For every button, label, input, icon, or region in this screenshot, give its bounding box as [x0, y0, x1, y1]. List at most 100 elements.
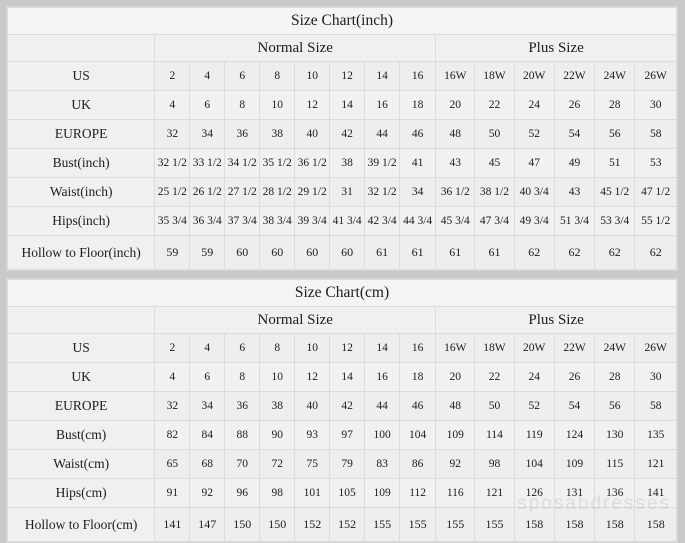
table-cell: 59	[154, 235, 191, 270]
table-cell: 24	[513, 90, 555, 120]
table-cell: 39 3/4	[294, 206, 331, 236]
table-cell: 61	[474, 235, 515, 270]
table-cell: 88	[224, 420, 261, 450]
table-cell: 46	[399, 391, 437, 421]
table-row: Bust(inch) 32 1/2 33 1/2 34 1/2 35 1/2 36 1/2…	[6, 148, 677, 178]
row-label: EUROPE	[6, 119, 156, 149]
table-cell: 2	[154, 61, 191, 91]
table-cell: 155	[474, 507, 515, 542]
size-table: Size Chart(inch) Normal Size Plus Size US 2 4…	[6, 7, 677, 270]
table-cell: 61	[399, 235, 437, 270]
table-cell: 116	[435, 478, 476, 508]
table-cell: 60	[224, 235, 261, 270]
table-cell: 36 1/2	[294, 148, 331, 178]
table-cell: 91	[154, 478, 191, 508]
table-cell: 32 1/2	[154, 148, 191, 178]
row-label: Waist(inch)	[6, 177, 156, 207]
table-cell: 65	[154, 449, 191, 479]
table-cell: 119	[513, 420, 555, 450]
table-cell: 38 3/4	[259, 206, 296, 236]
table-row: US 2 4 6 8 10 12 14 16 16W 18W 20W 22W 24W 26W	[6, 333, 677, 363]
table-cell: 42	[329, 119, 366, 149]
table-cell: 75	[294, 449, 331, 479]
table-cell: 59	[189, 235, 226, 270]
table-cell: 27 1/2	[224, 177, 261, 207]
table-cell: 12	[329, 61, 366, 91]
table-cell: 34	[189, 119, 226, 149]
table-cell: 46	[399, 119, 437, 149]
table-cell: 22W	[553, 61, 596, 91]
group-header-spacer	[6, 34, 156, 62]
table-cell: 45 1/2	[594, 177, 636, 207]
table-cell: 60	[329, 235, 366, 270]
table-cell: 10	[294, 333, 331, 363]
table-cell: 29 1/2	[294, 177, 331, 207]
table-cell: 26W	[634, 61, 677, 91]
table-cell: 109	[553, 449, 596, 479]
table-cell: 62	[594, 235, 636, 270]
table-cell: 18	[399, 362, 437, 392]
table-cell: 25 1/2	[154, 177, 191, 207]
table-cell: 104	[513, 449, 555, 479]
table-cell: 16W	[435, 333, 476, 363]
group-header-row: Normal Size Plus Size	[6, 34, 677, 62]
group-header-normal-size: Normal Size	[154, 306, 437, 334]
table-cell: 38	[259, 391, 296, 421]
table-cell: 135	[634, 420, 677, 450]
table-cell: 97	[329, 420, 366, 450]
table-cell: 131	[553, 478, 596, 508]
table-cell: 42	[329, 391, 366, 421]
table-cell: 54	[553, 119, 596, 149]
table-cell: 40	[294, 391, 331, 421]
table-cell: 18W	[474, 333, 515, 363]
table-cell: 126	[513, 478, 555, 508]
table-cell: 152	[329, 507, 366, 542]
row-label: UK	[6, 90, 156, 120]
table-cell: 61	[435, 235, 476, 270]
table-cell: 10	[294, 61, 331, 91]
table-row: Bust(cm) 82 84 88 90 93 97 100 104 109 114 119 124 13…	[6, 420, 677, 450]
table-row: Hips(cm) 91 92 96 98 101 105 109 112 116 121 126 131…	[6, 478, 677, 508]
table-cell: 24W	[594, 61, 636, 91]
table-cell: 152	[294, 507, 331, 542]
table-cell: 158	[634, 507, 677, 542]
table-cell: 98	[259, 478, 296, 508]
table-cell: 48	[435, 119, 476, 149]
table-cell: 51	[594, 148, 636, 178]
table-cell: 47	[513, 148, 555, 178]
table-cell: 2	[154, 333, 191, 363]
table-cell: 16W	[435, 61, 476, 91]
table-cell: 38	[329, 148, 366, 178]
table-cell: 82	[154, 420, 191, 450]
table-cell: 34	[189, 391, 226, 421]
table-row: UK 4 6 8 10 12 14 16 18 20 22 24 26 28 30	[6, 90, 677, 120]
table-cell: 98	[474, 449, 515, 479]
table-cell: 48	[435, 391, 476, 421]
table-cell: 52	[513, 391, 555, 421]
table-cell: 58	[634, 391, 677, 421]
table-cell: 104	[399, 420, 437, 450]
table-title-row: Size Chart(cm)	[7, 279, 677, 307]
table-cell: 50	[474, 119, 515, 149]
table-cell: 14	[364, 61, 401, 91]
size-table: Size Chart(cm) Normal Size Plus Size US 2 4 6 8…	[6, 279, 677, 542]
table-cell: 45	[474, 148, 515, 178]
table-cell: 60	[294, 235, 331, 270]
table-cell: 70	[224, 449, 261, 479]
table-cell: 16	[364, 90, 401, 120]
table-cell: 4	[189, 61, 226, 91]
table-cell: 115	[594, 449, 636, 479]
table-cell: 47 1/2	[634, 177, 677, 207]
table-cell: 130	[594, 420, 636, 450]
table-cell: 36	[224, 391, 261, 421]
table-cell: 20W	[513, 61, 555, 91]
table-cell: 62	[553, 235, 596, 270]
table-cell: 32 1/2	[364, 177, 401, 207]
table-cell: 12	[294, 90, 331, 120]
group-header-plus-size: Plus Size	[435, 306, 677, 334]
table-cell: 43	[553, 177, 596, 207]
table-title: Size Chart(cm)	[7, 279, 677, 307]
table-cell: 158	[594, 507, 636, 542]
table-cell: 22	[474, 362, 515, 392]
table-cell: 8	[224, 90, 261, 120]
